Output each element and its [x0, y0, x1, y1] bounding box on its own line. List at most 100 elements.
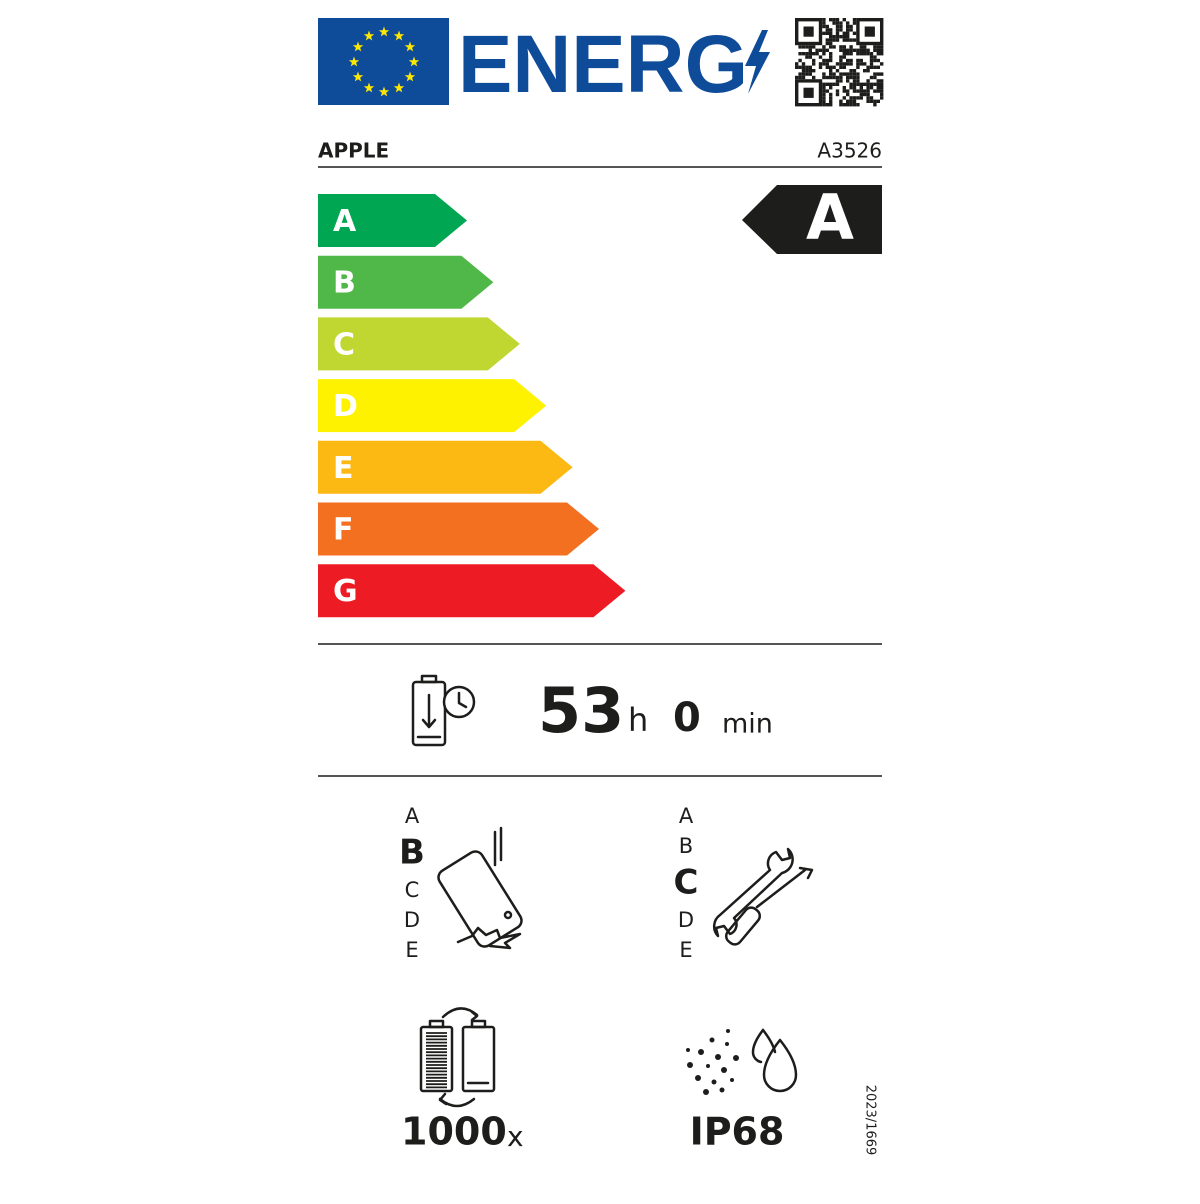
qr-module [818, 65, 823, 69]
qr-module [880, 62, 884, 66]
qr-module [808, 69, 812, 73]
qr-module [863, 52, 867, 56]
qr-module [832, 21, 836, 25]
scale-letter: B [679, 834, 693, 858]
qr-module [798, 72, 802, 76]
qr-module [835, 24, 840, 29]
qr-module [876, 45, 880, 49]
qr-module [859, 96, 863, 100]
qr-module [839, 99, 843, 103]
qr-module [812, 52, 816, 56]
qr-module [859, 89, 863, 93]
qr-module [873, 65, 877, 69]
qr-module [835, 69, 840, 73]
rating-letter: A [806, 181, 854, 254]
qr-module [839, 48, 843, 52]
qr-module [849, 58, 853, 63]
qr-module [866, 89, 870, 93]
qr-module [880, 96, 884, 100]
qr-module [846, 89, 850, 93]
qr-module [852, 75, 857, 80]
qr-module [866, 48, 870, 52]
qr-module [801, 75, 806, 80]
star [348, 56, 360, 67]
qr-module [846, 21, 850, 25]
class-bar [318, 194, 467, 247]
scale-letter: C [674, 863, 699, 903]
qr-module [856, 52, 860, 56]
qr-module [829, 45, 833, 49]
qr-module [839, 103, 843, 107]
qr-module [839, 75, 843, 80]
water-icon [751, 1028, 798, 1093]
qr-module [822, 58, 826, 63]
qr-module [856, 82, 860, 86]
qr-module [842, 96, 846, 100]
dust-dot [733, 1055, 739, 1061]
class-letter: B [333, 266, 356, 301]
qr-module [835, 62, 840, 66]
qr-module [880, 48, 884, 52]
qr-module [873, 103, 877, 107]
scale-letter: C [405, 878, 420, 902]
battery-endurance-icon [411, 674, 476, 747]
qr-module [856, 103, 860, 107]
dust-dot [711, 1079, 717, 1085]
qr-module [822, 89, 826, 93]
qr-module [852, 72, 857, 76]
qr-module [835, 89, 840, 93]
qr-module [829, 69, 833, 73]
qr-module [822, 62, 826, 66]
class-bar [318, 440, 573, 494]
qr-module [876, 48, 880, 52]
minutes: 0 [673, 695, 701, 741]
qr-module [832, 38, 836, 42]
qr-module [829, 28, 833, 32]
qr-module [825, 82, 829, 86]
qr-module [849, 24, 853, 29]
qr-module [869, 55, 874, 59]
qr-module [839, 62, 843, 66]
star [378, 86, 390, 97]
qr-module [815, 52, 819, 56]
qr-module [869, 65, 874, 69]
qr-module [832, 45, 836, 49]
qr-module [866, 92, 870, 97]
qr-module [808, 65, 812, 69]
qr-module [846, 58, 850, 63]
qr-module [839, 24, 843, 29]
qr-module [842, 62, 846, 66]
dust-dot [698, 1049, 704, 1055]
qr-module [869, 62, 874, 66]
qr-module [805, 52, 809, 56]
qr-module [805, 45, 809, 49]
qr-module [849, 62, 853, 66]
qr-module [856, 65, 860, 69]
dust-dot [725, 1042, 729, 1046]
qr-module [805, 65, 809, 69]
star [363, 82, 375, 93]
qr-module [856, 96, 860, 100]
qr-module [801, 62, 806, 66]
class-bar [318, 317, 520, 371]
class-bar [318, 564, 626, 618]
qr-module [842, 65, 846, 69]
qr-module [812, 45, 816, 49]
qr-module [815, 48, 819, 52]
cycles: 1000 [401, 1110, 507, 1154]
qr-module [846, 103, 850, 107]
qr-finder [803, 26, 814, 37]
qr-module [839, 21, 843, 25]
qr-module [829, 31, 833, 35]
qr-module [876, 79, 880, 83]
qr-module [856, 79, 860, 83]
qr-module [822, 103, 826, 107]
star [393, 82, 405, 93]
qr-module [842, 38, 846, 42]
qr-module [825, 65, 829, 69]
qr-module [880, 79, 884, 83]
qr-module [835, 92, 840, 97]
qr-module [849, 72, 853, 76]
dust-dot [719, 1087, 725, 1093]
